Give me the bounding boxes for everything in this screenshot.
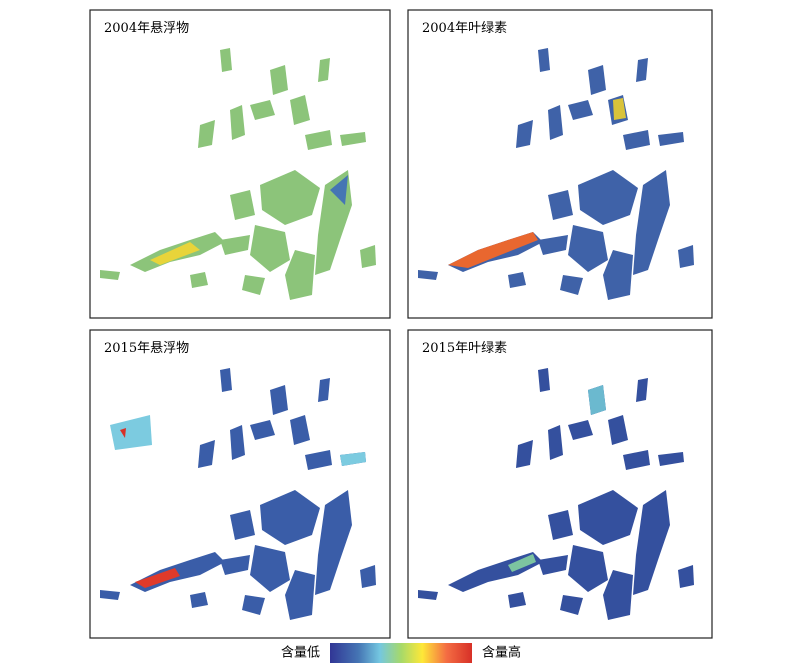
water-map <box>110 415 152 450</box>
panel-frame <box>407 329 713 639</box>
panel: 2004年叶绿素 <box>407 9 713 319</box>
panel-frame <box>89 329 391 639</box>
water-map <box>340 452 366 466</box>
legend-high: 含量高 <box>482 645 521 661</box>
panel-frame <box>89 9 391 319</box>
panel: 2015年叶绿素 <box>407 329 713 639</box>
water-map <box>120 428 126 438</box>
panel: 2004年悬浮物 <box>89 9 391 319</box>
water-map <box>330 175 348 205</box>
color-ramp <box>330 643 472 663</box>
panel-title: 2004年叶绿素 <box>422 21 507 36</box>
water-map <box>588 385 606 415</box>
legend: 含量低 含量高 <box>281 643 521 663</box>
panel-title: 2015年叶绿素 <box>422 341 507 356</box>
panel: 2015年悬浮物 <box>89 329 391 639</box>
water-map <box>508 554 536 572</box>
panel-frame <box>407 9 713 319</box>
legend-low: 含量低 <box>281 645 320 661</box>
water-map <box>150 242 200 265</box>
water-map <box>448 232 538 268</box>
panel-title: 2004年悬浮物 <box>104 21 189 36</box>
panel-title: 2015年悬浮物 <box>104 341 189 356</box>
water-map <box>135 568 180 588</box>
water-map <box>613 98 626 120</box>
